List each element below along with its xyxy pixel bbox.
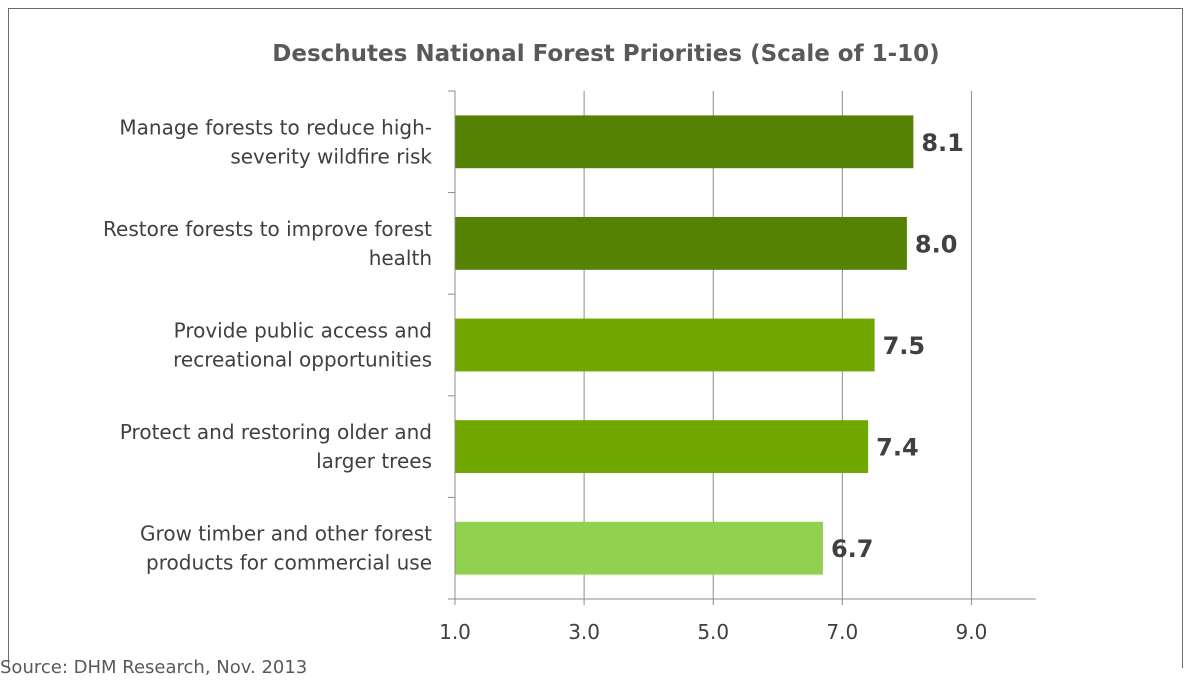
data-label: 7.4: [876, 434, 919, 462]
x-tick-label: 5.0: [697, 620, 729, 644]
category-label: severity wildfire risk: [230, 144, 432, 168]
labels: 1.0 3.0 5.0 7.0 9.0 8.1 Manage forests to redu…: [103, 115, 987, 644]
axes: [448, 90, 1036, 605]
category-label: Manage forests to reduce high-: [119, 115, 432, 139]
x-tick-label: 1.0: [439, 620, 471, 644]
data-label: 8.0: [915, 230, 958, 258]
bar: [455, 521, 823, 575]
x-tick-label: 9.0: [956, 620, 988, 644]
bar: [455, 115, 914, 169]
source-note: Source: DHM Research, Nov. 2013: [0, 657, 308, 678]
x-tick-label: 7.0: [826, 620, 858, 644]
data-label: 8.1: [921, 129, 964, 157]
category-label: Grow timber and other forest: [140, 522, 432, 546]
category-label: larger trees: [316, 449, 432, 473]
bar: [455, 318, 875, 372]
category-label: Protect and restoring older and: [120, 420, 432, 444]
bars: [455, 115, 914, 575]
chart-frame: [8, 8, 1183, 668]
x-tick-label: 3.0: [568, 620, 600, 644]
bar: [455, 420, 869, 474]
category-label: products for commercial use: [146, 551, 432, 575]
bar: [455, 216, 907, 270]
data-label: 7.5: [883, 332, 926, 360]
category-label: health: [369, 246, 432, 270]
category-label: Provide public access and: [174, 319, 432, 343]
category-label: recreational opportunities: [173, 348, 432, 372]
category-label: Restore forests to improve forest: [103, 217, 432, 241]
chart-title: Deschutes National Forest Priorities (Sc…: [272, 41, 939, 67]
data-label: 6.7: [831, 535, 874, 563]
